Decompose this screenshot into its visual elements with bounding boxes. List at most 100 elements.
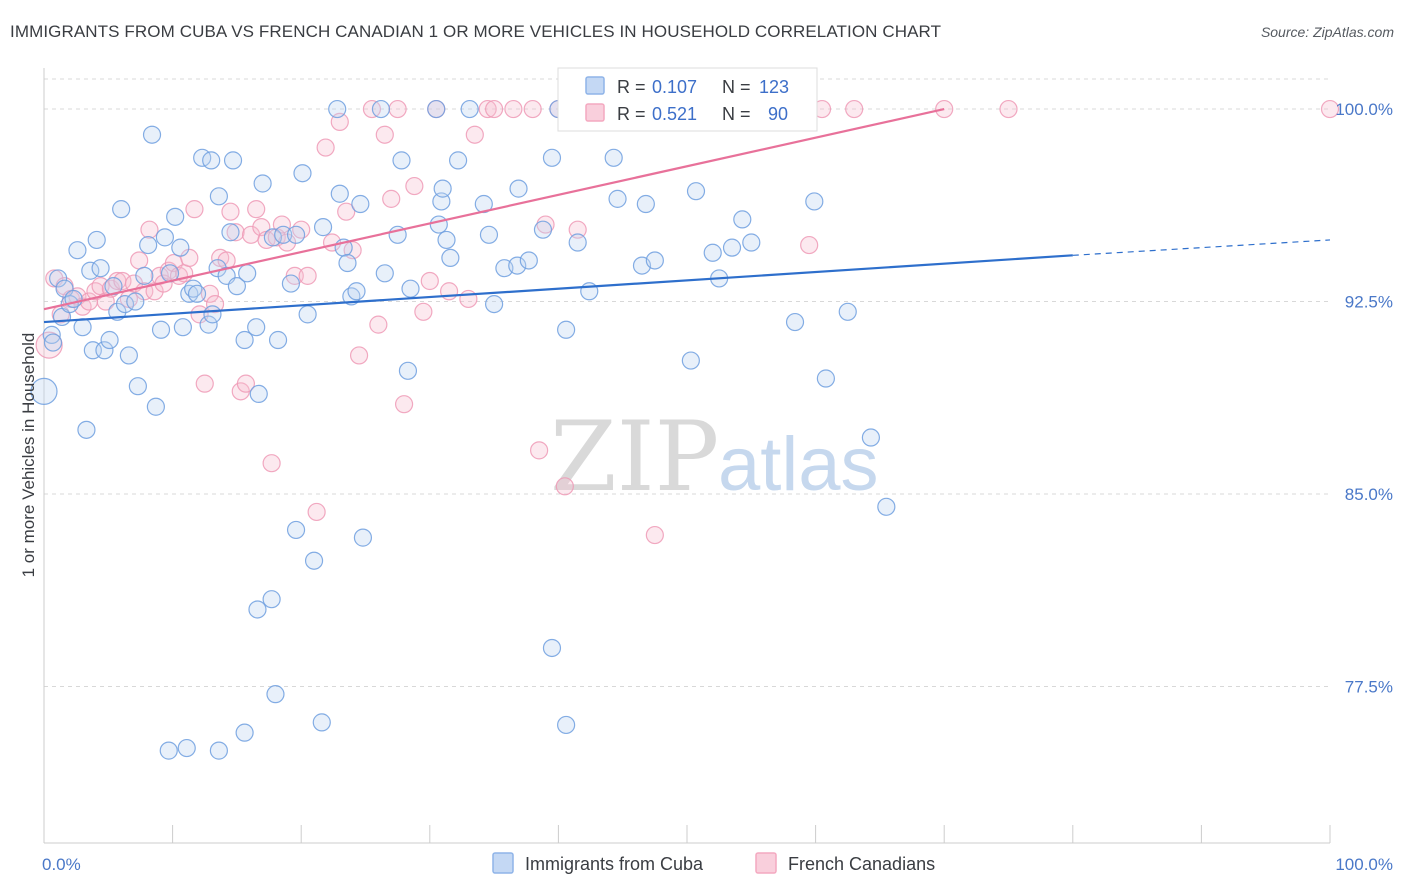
blue-point-28 [151,320,171,339]
pink-point-49 [307,502,326,522]
bottom-legend-label-blue: Immigrants from Cuba [525,854,704,874]
pink-point-67 [459,289,478,309]
pink-point-89 [1320,99,1340,119]
pink-point-37 [236,374,256,393]
blue-point-50 [249,384,268,404]
blue-point-88 [533,220,553,239]
bottom-legend-swatch-blue [492,852,514,874]
trend-line-cuba [43,254,1073,324]
y-tick-labels: 77.5% 85.0% 92.5% 100.0% [1335,100,1393,696]
bottom-legend-label-pink: French Canadians [788,854,935,874]
blue-point-87 [519,251,538,270]
pink-point-27 [185,200,204,219]
blue-point-52 [263,228,283,247]
blue-point-10 [77,420,96,439]
legend-r-value-2: 0.521 [652,104,697,124]
watermark: ZIP atlas [550,401,879,513]
blue-point-55 [281,274,301,293]
blue-point-65 [347,282,366,301]
legend-n-label-1: N = [722,77,751,97]
blue-point-61 [330,184,349,203]
legend-box: R = 0.107 N = 123 R = 0.521 N = 90 [557,67,818,132]
blue-point-83 [485,294,504,314]
source-label: Source: ZipAtlas.com [1260,24,1394,40]
blue-point-123 [557,715,576,735]
blue-point-66 [351,194,370,214]
pink-point-74 [536,215,555,234]
legend-n-label-2: N = [722,104,751,124]
blue-point-40 [203,305,222,324]
pink-point-58 [375,125,394,144]
blue-point-104 [733,210,752,229]
pink-point-55 [349,346,369,365]
pink-point-59 [382,189,401,208]
blue-point-110 [861,428,880,447]
blue-point-9 [73,318,92,337]
chart-title: IMMIGRANTS FROM CUBA VS FRENCH CANADIAN … [10,22,942,41]
pink-point-63 [414,302,433,321]
blue-point-119 [235,723,254,742]
pink-point-86 [845,99,864,119]
blue-point-111 [877,497,896,516]
blue-point-23 [128,377,147,396]
y-tick-label-0: 77.5% [1345,677,1393,696]
pink-point-80 [645,525,664,545]
blue-point-64 [342,287,361,306]
x-tick-label-0: 0.0% [42,855,81,874]
pink-point-50 [316,138,335,157]
blue-point-19 [112,200,131,219]
pink-point-30 [200,284,219,303]
blue-point-33 [173,318,192,337]
blue-point-98 [645,251,664,270]
blue-point-72 [401,279,420,298]
y-tick-label-3: 100.0% [1335,100,1393,119]
blue-point-67 [371,99,391,119]
blue-point-114 [353,528,373,547]
pink-point-64 [420,271,439,291]
pink-point-35 [226,223,245,242]
pink-point-13 [113,271,132,291]
legend-n-value-2: 90 [768,104,788,124]
blue-point-2 [43,333,63,352]
blue-point-107 [805,192,824,211]
pink-point-72 [523,99,542,119]
blue-point-27 [146,397,165,416]
blue-point-26 [142,125,162,144]
blue-point-15 [95,341,114,360]
blue-point-36 [187,284,207,303]
blue-point-91 [557,320,576,339]
blue-point-39 [202,151,221,170]
blue-point-122 [542,638,562,658]
pink-point-26 [180,248,199,268]
blue-point-53 [268,330,288,350]
pink-point-47 [292,220,311,239]
y-tick-label-2: 92.5% [1345,293,1393,312]
blue-point-105 [742,233,761,252]
blue-point-124 [209,741,228,760]
watermark-zip: ZIP [550,401,719,513]
blue-point-49 [247,318,266,337]
pink-point-70 [485,99,504,119]
legend-swatch-blue [585,76,605,95]
blue-point-116 [262,590,281,609]
blue-point-121 [159,741,178,760]
blue-point-71 [398,361,418,380]
pink-point-28 [190,305,209,324]
pink-point-42 [262,454,281,473]
blue-point-22 [126,292,145,311]
blue-point-68 [375,264,394,283]
legend-r-value-1: 0.107 [652,77,697,97]
legend-r-label-2: R = [617,104,646,124]
blue-point-115 [248,600,267,619]
blue-point-63 [338,253,357,273]
blue-point-1 [42,325,61,344]
blue-point-16 [100,330,119,350]
blue-point-38 [199,315,218,334]
y-tick-label-1: 85.0% [1345,485,1393,504]
pink-point-71 [504,99,523,119]
blue-point-29 [155,228,174,247]
pink-point-84 [800,235,819,255]
bottom-legend-swatch-pink [755,852,777,874]
legend-r-label-1: R = [617,77,646,97]
